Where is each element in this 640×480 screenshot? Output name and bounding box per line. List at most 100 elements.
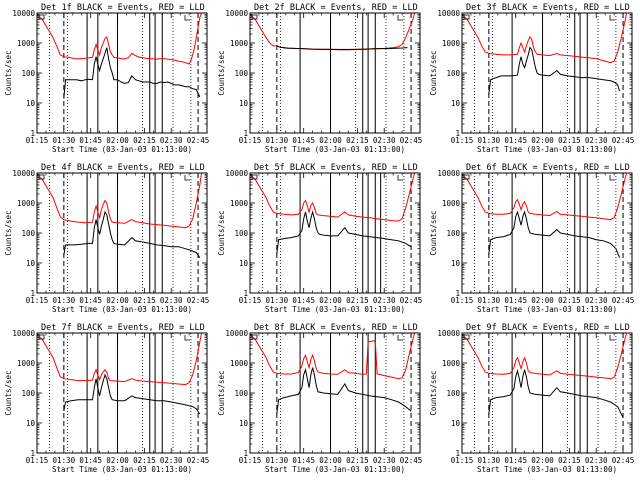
y-tick-label: 100 xyxy=(234,389,248,398)
corner-mark-right xyxy=(184,335,190,341)
panel-title: Det 2f BLACK = Events, RED = LLD xyxy=(254,3,418,13)
x-tick-label: 02:30 xyxy=(585,456,608,465)
series-events xyxy=(63,373,201,415)
panel-title: Det 3f BLACK = Events, RED = LLD xyxy=(466,3,630,13)
y-tick-label: 10 xyxy=(451,99,461,108)
y-tick-label: 10000 xyxy=(437,169,460,178)
x-tick-label: 02:00 xyxy=(531,136,554,145)
x-tick-label: 01:15 xyxy=(239,136,262,145)
corner-mark-right xyxy=(184,175,190,181)
y-tick-label: 1000 xyxy=(442,359,461,368)
x-tick-label: 02:15 xyxy=(133,296,156,305)
y-tick-label: 1000 xyxy=(230,199,249,208)
x-axis-label: Start Time (03-Jan-03 01:13:00) xyxy=(265,145,405,154)
x-tick-label: 02:00 xyxy=(106,456,129,465)
x-tick-label: 01:30 xyxy=(53,456,76,465)
series-events xyxy=(276,210,412,255)
x-tick-label: 02:45 xyxy=(187,456,210,465)
panel-title: Det 9f BLACK = Events, RED = LLD xyxy=(466,323,630,333)
y-tick-label: 100 xyxy=(21,69,35,78)
panel-title: Det 1f BLACK = Events, RED = LLD xyxy=(41,3,205,13)
y-tick-label: 10000 xyxy=(12,169,35,178)
x-tick-label: 01:45 xyxy=(292,296,315,305)
x-tick-label: 01:45 xyxy=(504,456,527,465)
x-tick-label: 01:15 xyxy=(239,296,262,305)
x-axis-label: Start Time (03-Jan-03 01:13:00) xyxy=(265,465,405,474)
series-events xyxy=(276,367,412,415)
x-tick-label: 01:30 xyxy=(53,296,76,305)
corner-mark-left xyxy=(251,334,258,340)
series-lld xyxy=(462,333,628,380)
x-axis-label: Start Time (03-Jan-03 01:13:00) xyxy=(477,305,617,314)
x-tick-label: 02:30 xyxy=(373,296,396,305)
corner-mark-left xyxy=(463,174,470,180)
x-tick-label: 01:15 xyxy=(239,456,262,465)
x-tick-label: 01:30 xyxy=(478,136,501,145)
x-tick-label: 01:15 xyxy=(26,456,49,465)
series-events xyxy=(63,210,201,258)
x-tick-label: 02:00 xyxy=(531,456,554,465)
y-tick-label: 10 xyxy=(26,419,36,428)
x-tick-label: 02:00 xyxy=(531,296,554,305)
y-tick-label: 10000 xyxy=(225,169,248,178)
series-events xyxy=(488,368,624,418)
y-tick-label: 1 xyxy=(243,129,248,138)
x-tick-label: 01:45 xyxy=(292,456,315,465)
y-tick-label: 100 xyxy=(234,229,248,238)
y-tick-label: 100 xyxy=(21,389,35,398)
panel-2: 1 10 100 1000 10000 01:15 01:30 01:45 02:00 02:15… xyxy=(217,3,422,154)
y-tick-label: 100 xyxy=(446,389,460,398)
series-lld xyxy=(37,13,203,65)
y-tick-label: 1000 xyxy=(17,39,36,48)
x-axis-label: Start Time (03-Jan-03 01:13:00) xyxy=(265,305,405,314)
plot-frame xyxy=(36,12,208,134)
corner-mark-left xyxy=(251,174,258,180)
x-tick-label: 02:45 xyxy=(400,296,423,305)
y-tick-label: 10000 xyxy=(225,329,248,338)
corner-mark-left xyxy=(38,14,45,20)
x-axis-label: Start Time (03-Jan-03 01:13:00) xyxy=(52,145,192,154)
x-tick-label: 02:15 xyxy=(346,136,369,145)
x-tick-label: 01:45 xyxy=(504,296,527,305)
corner-mark-left xyxy=(38,334,45,340)
y-tick-label: 10 xyxy=(26,99,36,108)
series-events xyxy=(276,45,408,51)
y-axis-label: Counts/sec xyxy=(429,210,438,255)
x-tick-label: 01:15 xyxy=(26,296,49,305)
corner-mark-left xyxy=(463,334,470,340)
series-lld xyxy=(250,13,416,50)
y-axis-label: Counts/sec xyxy=(217,50,226,95)
plot-frame xyxy=(36,172,208,294)
y-tick-label: 1 xyxy=(455,129,460,138)
x-tick-label: 01:30 xyxy=(478,296,501,305)
y-tick-label: 10 xyxy=(239,259,249,268)
x-tick-label: 02:30 xyxy=(373,136,396,145)
y-tick-label: 1 xyxy=(30,449,35,458)
panel-title: Det 5f BLACK = Events, RED = LLD xyxy=(254,163,418,173)
x-tick-label: 02:00 xyxy=(319,136,342,145)
x-tick-label: 02:15 xyxy=(346,296,369,305)
plot-frame xyxy=(249,172,421,294)
x-tick-label: 01:30 xyxy=(478,456,501,465)
panel-4: 1 10 100 1000 10000 01:15 01:30 01:45 02:00 02:15… xyxy=(4,163,209,314)
y-tick-label: 10 xyxy=(26,259,36,268)
y-tick-label: 10000 xyxy=(225,9,248,18)
x-tick-label: 02:00 xyxy=(106,296,129,305)
x-tick-label: 02:15 xyxy=(558,136,581,145)
x-tick-label: 02:45 xyxy=(612,296,635,305)
x-tick-label: 02:45 xyxy=(612,456,635,465)
x-tick-label: 02:15 xyxy=(558,296,581,305)
plot-frame xyxy=(461,12,633,134)
y-tick-label: 1 xyxy=(455,449,460,458)
plot-frame xyxy=(249,12,421,134)
y-tick-label: 10 xyxy=(239,419,249,428)
y-tick-label: 10000 xyxy=(12,9,35,18)
x-tick-label: 01:15 xyxy=(451,456,474,465)
panel-title: Det 7f BLACK = Events, RED = LLD xyxy=(41,323,205,333)
corner-mark-left xyxy=(38,174,45,180)
series-lld xyxy=(462,13,628,64)
corner-mark-right xyxy=(397,175,403,181)
panel-6: 1 10 100 1000 10000 01:15 01:30 01:45 02:00 02:15… xyxy=(429,163,634,314)
y-tick-label: 100 xyxy=(446,69,460,78)
series-lld xyxy=(250,333,416,380)
